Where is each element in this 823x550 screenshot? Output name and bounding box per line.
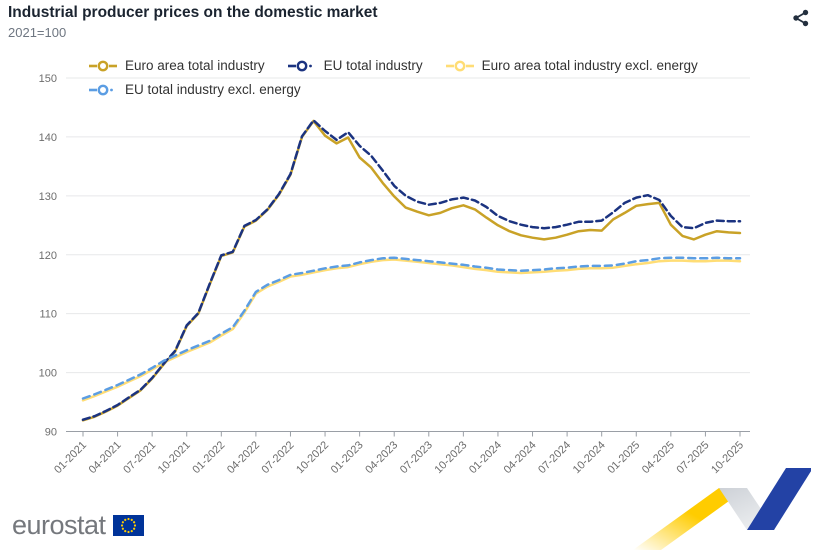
legend-marker-icon	[287, 60, 312, 71]
x-axis-label: 01-2022	[190, 439, 227, 476]
x-axis-label: 07-2024	[536, 439, 573, 476]
series-line-euro-area-total-industry	[81, 119, 742, 422]
y-axis-label: 120	[39, 250, 57, 262]
legend-label: Euro area total industry excl. energy	[481, 58, 698, 73]
legend-marker-icon	[445, 60, 474, 71]
y-axis-label: 140	[39, 132, 57, 144]
ribbon-yellow-band	[633, 488, 747, 550]
ribbon-blue-band	[747, 468, 811, 530]
legend-item-euro-area-total-industry[interactable]: Euro area total industry	[88, 58, 265, 73]
eu-flag-icon	[112, 515, 144, 536]
y-axis-label: 110	[39, 309, 57, 321]
legend-label: EU total industry excl. energy	[125, 82, 301, 97]
legend-marker-icon	[89, 60, 117, 71]
legend-item-euro-area-total-industry-excl-energy[interactable]: Euro area total industry excl. energy	[445, 58, 698, 73]
x-axis-label: 04-2021	[87, 439, 124, 476]
legend-marker-icon	[89, 84, 113, 95]
series-line-euro-area-total-industry-excl-energy	[81, 258, 742, 402]
x-axis-label: 10-2022	[294, 439, 331, 476]
x-axis-label: 01-2023	[329, 439, 366, 476]
y-axis-label: 150	[39, 73, 57, 85]
x-axis-label: 04-2022	[225, 439, 262, 476]
eurostat-logo: eurostat	[12, 510, 144, 541]
x-axis-label: 10-2023	[432, 439, 469, 476]
x-axis-label: 07-2022	[260, 439, 297, 476]
legend-item-eu-total-industry-excl-energy[interactable]: EU total industry excl. energy	[88, 82, 301, 97]
series-line-eu-total-industry-excl-energy	[81, 256, 742, 400]
chart-legend: Euro area total industry EU total industr…	[88, 58, 768, 97]
legend-item-eu-total-industry[interactable]: EU total industry	[287, 58, 423, 73]
x-axis-label: 10-2024	[571, 439, 608, 476]
y-axis-label: 90	[45, 427, 57, 439]
chart-subtitle: 2021=100	[8, 25, 67, 40]
x-axis-label: 04-2023	[363, 439, 400, 476]
eurostat-wordmark: eurostat	[12, 510, 106, 540]
y-axis-label: 100	[39, 368, 57, 380]
y-axis-label: 130	[39, 191, 57, 203]
legend-label: Euro area total industry	[125, 58, 265, 73]
x-axis-label: 01-2021	[52, 439, 89, 476]
decorative-ribbon	[633, 468, 811, 550]
share-button[interactable]	[789, 6, 813, 30]
x-axis-label: 01-2024	[467, 439, 504, 476]
series-line-eu-total-industry	[81, 119, 742, 421]
share-icon	[793, 9, 809, 27]
x-axis-label: 10-2021	[156, 439, 193, 476]
x-axis-label: 07-2023	[398, 439, 435, 476]
chart-area: 9010011012013014015001-202104-202107-202…	[39, 73, 750, 476]
legend-label: EU total industry	[323, 58, 423, 73]
x-axis-label: 04-2024	[502, 439, 539, 476]
x-axis-label: 07-2021	[121, 439, 158, 476]
page-title: Industrial producer prices on the domest…	[8, 4, 378, 21]
